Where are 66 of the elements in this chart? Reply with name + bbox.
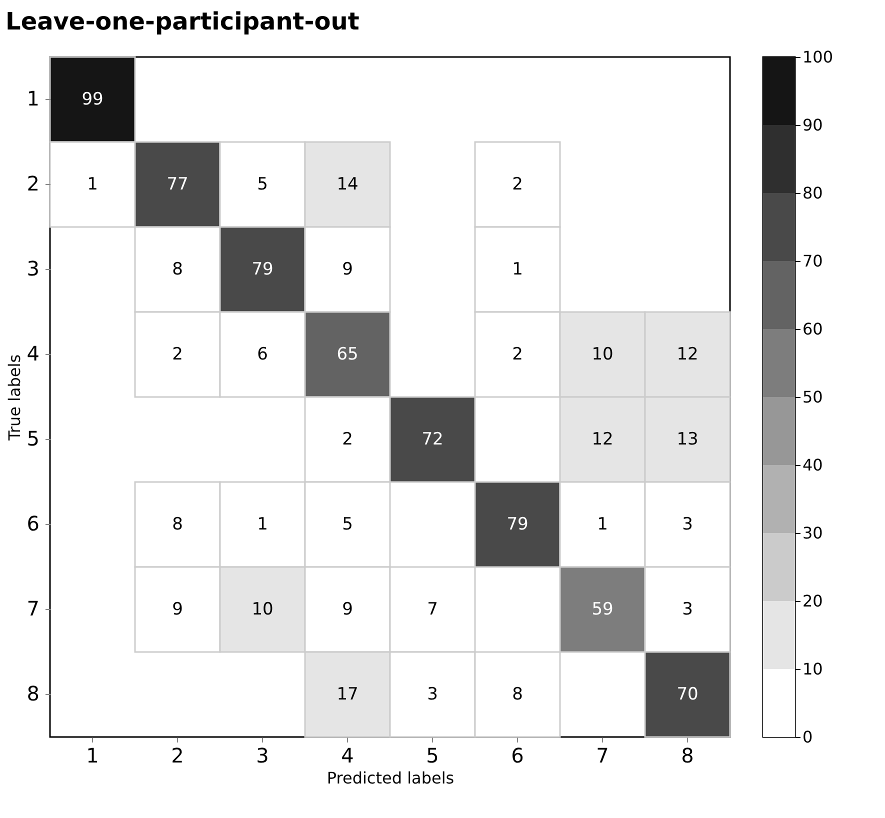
color-bar-label: 80 xyxy=(802,184,823,202)
color-bar-label: 30 xyxy=(802,524,823,542)
data-label: 6 xyxy=(257,344,268,364)
data-label: 1 xyxy=(87,174,98,194)
color-bar-label: 90 xyxy=(802,116,823,134)
data-label: 59 xyxy=(592,600,614,620)
data-label: 72 xyxy=(422,430,444,450)
data-label: 10 xyxy=(252,600,274,620)
color-bar-label: 50 xyxy=(802,388,823,406)
color-bar-label: 10 xyxy=(802,660,823,678)
color-bar-label: 20 xyxy=(802,592,823,610)
color-bar-label: 40 xyxy=(802,456,823,474)
data-label: 9 xyxy=(342,600,353,620)
data-label: 77 xyxy=(166,174,188,194)
x-tick-label: 8 xyxy=(681,744,694,768)
x-tick-label: 3 xyxy=(256,744,269,768)
data-label: 70 xyxy=(676,684,698,704)
y-tick-label: 6 xyxy=(26,512,40,536)
y-axis-title: True labels xyxy=(4,354,24,442)
x-tick-label: 2 xyxy=(171,744,184,768)
data-label: 9 xyxy=(172,600,183,620)
y-tick-label: 4 xyxy=(26,342,40,366)
chart-title: Leave-one-participant-out xyxy=(6,7,360,36)
x-tick-label: 5 xyxy=(426,744,439,768)
y-tick-label: 2 xyxy=(26,172,40,196)
data-label: 8 xyxy=(172,514,183,534)
data-label: 10 xyxy=(592,344,614,364)
data-label: 5 xyxy=(257,174,268,194)
color-bar-label: 0 xyxy=(802,728,813,746)
y-tick-label: 3 xyxy=(26,256,40,280)
y-tick-label: 5 xyxy=(26,426,40,450)
data-label: 1 xyxy=(512,260,523,280)
data-label: 8 xyxy=(512,684,523,704)
y-tick-label: 1 xyxy=(26,86,40,110)
data-label: 2 xyxy=(172,344,183,364)
data-label: 1 xyxy=(597,514,608,534)
color-bar-label: 70 xyxy=(802,252,823,270)
data-label: 65 xyxy=(336,344,358,364)
data-label: 2 xyxy=(512,344,523,364)
data-label: 2 xyxy=(342,430,353,450)
data-label: 3 xyxy=(427,684,438,704)
data-label: 12 xyxy=(592,430,614,450)
data-label: 7 xyxy=(427,600,438,620)
data-label: 1 xyxy=(257,514,268,534)
x-axis-title: Predicted labels xyxy=(326,768,454,788)
y-tick-label: 8 xyxy=(26,682,40,706)
data-label: 8 xyxy=(172,260,183,280)
data-label: 13 xyxy=(676,430,698,450)
x-tick-label: 6 xyxy=(511,744,524,768)
x-tick-label: 1 xyxy=(86,744,99,768)
data-label: 17 xyxy=(336,684,358,704)
data-label: 5 xyxy=(342,514,353,534)
color-bar-label: 60 xyxy=(802,320,823,338)
color-bar-label: 100 xyxy=(802,48,834,66)
data-label: 79 xyxy=(252,260,274,280)
data-label: 79 xyxy=(506,514,528,534)
data-label: 3 xyxy=(682,514,693,534)
data-label: 3 xyxy=(682,600,693,620)
x-tick-label: 4 xyxy=(341,744,354,768)
data-label: 14 xyxy=(336,174,358,194)
data-label: 12 xyxy=(676,344,698,364)
data-label: 99 xyxy=(82,90,104,110)
data-label: 9 xyxy=(342,260,353,280)
x-tick-label: 7 xyxy=(596,744,609,768)
y-tick-label: 7 xyxy=(26,596,40,620)
data-label: 2 xyxy=(512,174,523,194)
